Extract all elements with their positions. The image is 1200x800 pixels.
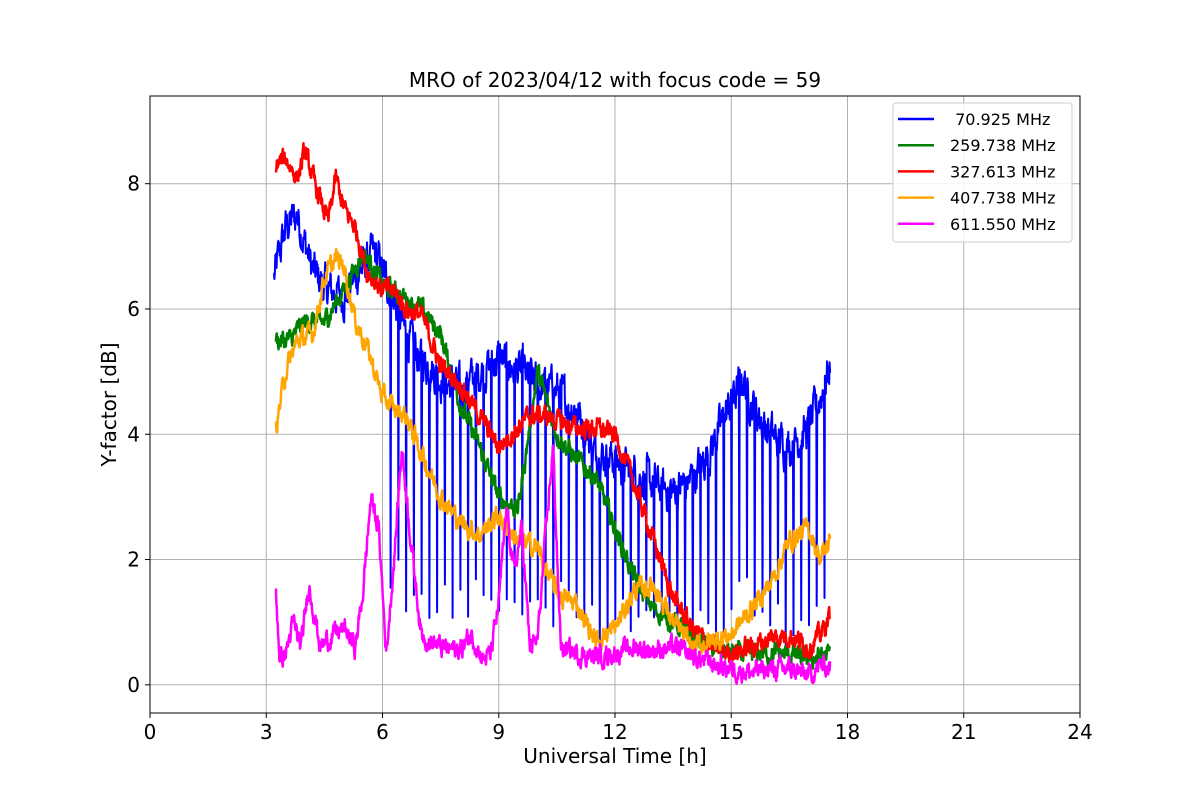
x-tick-label: 12 bbox=[602, 720, 627, 744]
y-tick-label: 2 bbox=[127, 548, 140, 572]
y-tick-label: 4 bbox=[127, 422, 140, 446]
series-layer bbox=[273, 141, 832, 685]
legend-entry: 327.613 MHz bbox=[950, 162, 1055, 181]
series-line bbox=[274, 444, 832, 685]
legend-entry: 259.738 MHz bbox=[950, 136, 1055, 155]
x-axis: 0 3 6 9 12 15 18 21 24 bbox=[144, 713, 1093, 744]
y-tick-label: 6 bbox=[127, 297, 140, 321]
legend-entry: 611.550 MHz bbox=[950, 215, 1055, 234]
y-axis-label: Y-factor [dB] bbox=[97, 342, 121, 467]
y-axis: 0 2 4 6 8 bbox=[127, 172, 150, 697]
chart-title: MRO of 2023/04/12 with focus code = 59 bbox=[409, 68, 821, 92]
x-tick-label: 9 bbox=[492, 720, 505, 744]
legend-entry: 407.738 MHz bbox=[950, 189, 1055, 208]
series-line bbox=[274, 141, 832, 666]
x-tick-label: 15 bbox=[719, 720, 744, 744]
y-tick-label: 8 bbox=[127, 172, 140, 196]
x-tick-label: 18 bbox=[835, 720, 860, 744]
legend-box bbox=[892, 102, 1073, 243]
x-tick-label: 21 bbox=[951, 720, 976, 744]
legend-entry: 70.925 MHz bbox=[950, 110, 1050, 129]
legend: 70.925 MHz 259.738 MHz 327.613 MHz 407.738 … bbox=[892, 102, 1073, 243]
x-tick-label: 3 bbox=[260, 720, 273, 744]
series-line bbox=[274, 247, 832, 656]
x-tick-label: 0 bbox=[144, 720, 157, 744]
x-tick-label: 24 bbox=[1067, 720, 1092, 744]
x-tick-label: 6 bbox=[376, 720, 389, 744]
x-axis-label: Universal Time [h] bbox=[523, 744, 706, 768]
y-tick-label: 0 bbox=[127, 673, 140, 697]
